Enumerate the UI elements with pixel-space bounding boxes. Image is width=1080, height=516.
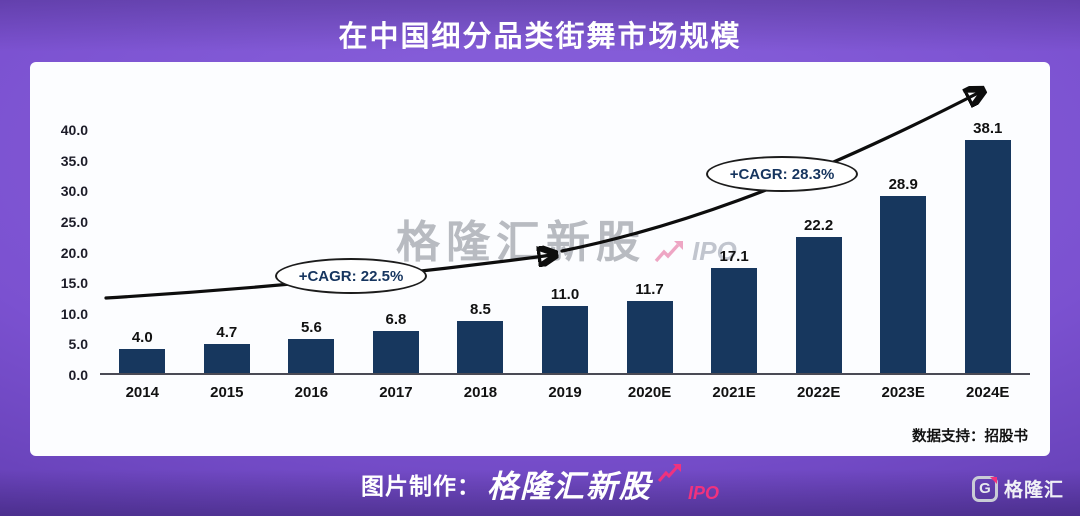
footer: 图片制作： 格隆汇新股 IPO [0,461,1080,506]
y-axis-tick-label: 10.0 [60,305,88,322]
bar [372,331,419,373]
cagr-2-label: +CAGR: 28.3% [729,165,835,183]
bar-value-label: 11.7 [635,281,664,299]
trend-arrow [104,72,1030,300]
footer-brand: 格隆汇新股 [486,469,652,504]
bar [542,305,588,373]
cagr-annotation-2: +CAGR: 28.3% [706,156,858,192]
bar [203,344,250,373]
x-axis-label: 2017 [379,384,413,401]
bar-slot: 4.7 2015 [185,72,270,401]
y-axis-tick-label: 5.0 [68,336,88,353]
y-axis-tick-label: 0.0 [68,367,88,383]
gelonghui-logo: G 格隆汇 [971,475,1064,502]
bar-slot: 17.1 2021E [692,72,777,401]
bar [795,237,842,373]
bar-slot: 4.0 2014 [100,72,185,401]
x-axis-label: 2020E [627,384,672,401]
footer-arrow-icon [657,463,682,489]
bar-value-label: 28.9 [888,176,918,193]
cagr-annotation-1: +CAGR: 22.5% [275,258,427,294]
bar-value-label: 5.6 [300,318,322,336]
cagr-1-label: +CAGR: 22.5% [298,267,404,285]
trend-segment-2 [560,92,980,253]
x-axis-label: 2023E [881,384,925,401]
bar-value-label: 11.0 [550,285,580,303]
bar-slot: 5.6 2016 [269,72,354,401]
y-axis-tick-label: 40.0 [60,122,88,138]
logo-arrow-icon [989,476,997,484]
bar-value-label: 17.1 [719,248,749,266]
x-axis-label: 2022E [796,384,841,401]
bar [964,139,1011,373]
bars-container: 4.0 2014 4.7 2015 5.6 2016 6.8 2017 8.5 2018 11.0 2… [100,72,1030,401]
plot-area: 格隆汇新股 IPO 4.0 2014 4.7 2015 5.6 2016 6.8 2017 8.… [100,72,1030,401]
bar-slot: 22.2 2022E [776,72,861,401]
x-axis-label: 2014 [125,384,159,401]
footer-caption: 图片制作： [360,472,481,499]
bar-value-label: 4.0 [131,328,153,346]
bar-slot: 11.0 2019 [523,72,608,401]
chart-panel: 0.0 5.0 10.0 15.0 20.0 25.0 30.0 35.0 40.0 格隆汇新股… [30,62,1050,456]
x-axis-label: 2018 [463,384,498,401]
bar-slot: 8.5 2018 [438,72,523,401]
bar [880,196,927,373]
gelonghui-logo-text: 格隆汇 [1003,480,1064,501]
y-axis-tick-label: 15.0 [60,275,88,292]
y-axis-tick-label: 35.0 [60,152,88,169]
page-title: 在中国细分品类街舞市场规模 [338,21,742,53]
watermark-arrow-icon [654,239,684,270]
bar-value-label: 6.8 [385,311,407,329]
y-axis-tick-label: 20.0 [60,244,88,261]
x-axis-label: 2021E [712,384,756,401]
bar [711,268,758,373]
bar-slot: 11.7 2020E [607,72,692,401]
y-axis: 0.0 5.0 10.0 15.0 20.0 25.0 30.0 35.0 40.0 [44,72,92,383]
bar-slot: 6.8 2017 [354,72,439,401]
x-axis-label: 2019 [548,384,582,401]
footer-ipo: IPO [687,483,719,503]
x-axis-label: 2015 [210,384,244,401]
gelonghui-logo-icon: G [971,475,998,502]
bar [457,320,504,373]
bar-value-label: 38.1 [973,119,1003,137]
bar-slot: 38.1 2024E [945,72,1030,401]
x-axis-label: 2016 [294,384,329,401]
bar [288,338,335,373]
y-axis-tick-label: 25.0 [60,213,88,230]
bar [626,301,673,373]
logo-letter: G [979,480,991,497]
bar-slot: 28.9 2023E [861,72,946,401]
x-axis-label: 2024E [966,384,1010,401]
y-axis-tick-label: 30.0 [60,183,88,200]
bar [119,348,166,373]
source-note: 数据支持：招股书 [912,429,1028,445]
bar-value-label: 8.5 [470,300,491,318]
bar-value-label: 22.2 [804,217,834,234]
bar-value-label: 4.7 [216,324,238,342]
watermark-ipo: IPO [692,236,737,266]
